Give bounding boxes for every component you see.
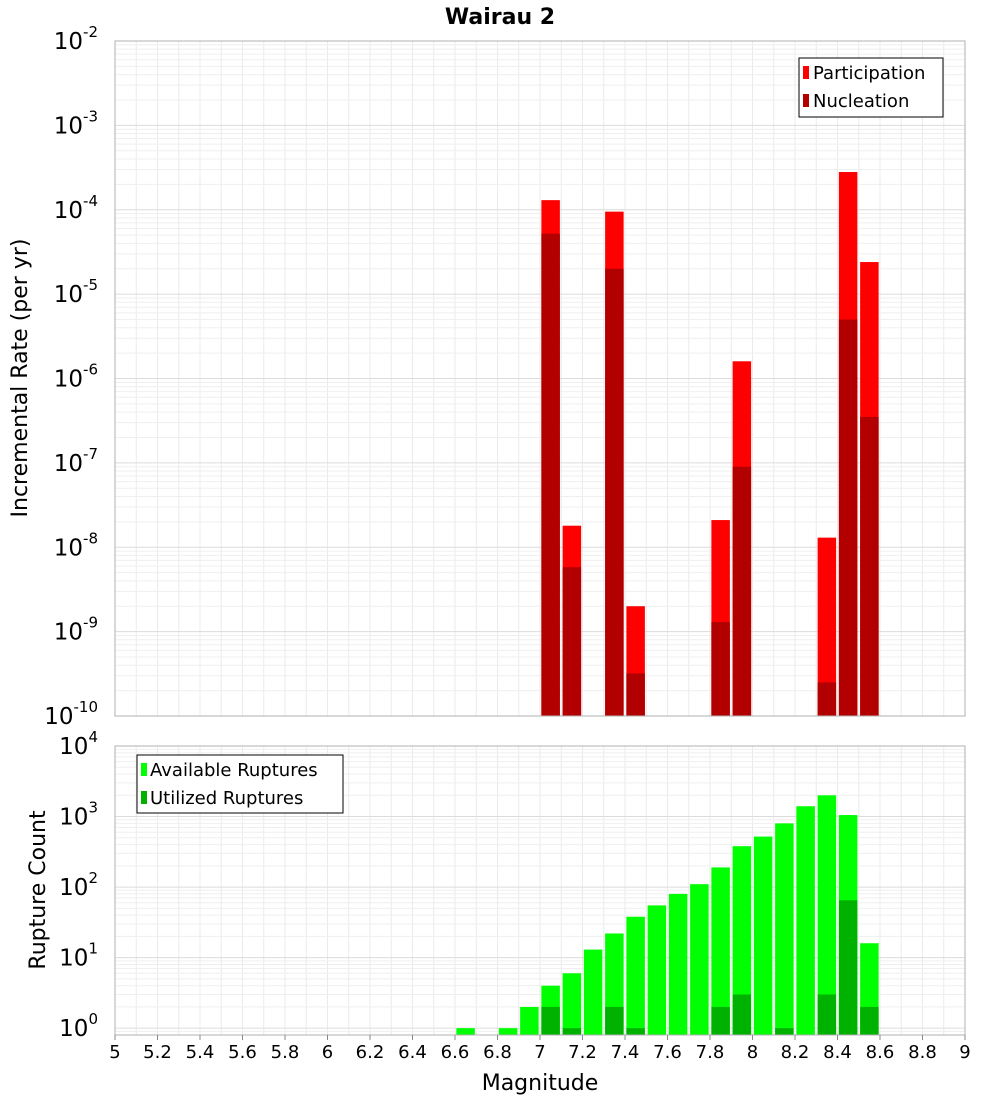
x-tick-label: 6.6	[441, 1042, 470, 1063]
top-y-tick-label: 10-3	[54, 107, 98, 139]
x-tick-label: 8.4	[823, 1042, 852, 1063]
bottom-x-ticks: 5 5.2 5.4 5.6 5.8 6 6.2 6.4 6.6 6.8 7 7.2 7.4 7.6 7.8 8…	[109, 1035, 971, 1063]
bar-utilized-ruptures	[541, 1006, 560, 1035]
top-y-tick-label: 10-2	[54, 23, 98, 55]
bar-available-ruptures	[775, 823, 794, 1035]
bottom-y-tick-label: 100	[59, 1010, 98, 1042]
bar-utilized-ruptures	[732, 994, 752, 1035]
bottom-legend-box	[136, 754, 344, 814]
bottom-y-tick-label: 102	[59, 869, 98, 901]
legend-swatch-participation	[803, 66, 809, 79]
x-tick-label: 6.2	[356, 1042, 385, 1063]
bottom-y-ticks: 104 103 102 101 100	[59, 728, 98, 1042]
bar-utilized-ruptures	[605, 1006, 624, 1035]
legend-label-participation: Participation	[813, 63, 925, 84]
bottom-legend: Available Ruptures Utilized Ruptures	[136, 754, 344, 814]
x-tick-label: 6	[322, 1042, 333, 1063]
bottom-y-tick-label: 103	[59, 799, 98, 831]
bar-available-ruptures	[690, 884, 709, 1035]
x-tick-label: 7.8	[696, 1042, 725, 1063]
legend-label-nucleation: Nucleation	[813, 91, 909, 112]
top-bars	[541, 172, 879, 716]
top-y-ticks: 10-2 10-3 10-4 10-5 10-6 10-7 10-8 10-9 10-10	[44, 23, 98, 730]
x-tick-label: 6.8	[483, 1042, 512, 1063]
top-y-tick-label: 10-10	[44, 698, 98, 730]
legend-swatch-available	[141, 763, 147, 776]
x-tick-label: 8	[747, 1042, 758, 1063]
x-tick-label: 9	[959, 1042, 970, 1063]
bar-nucleation	[562, 567, 582, 716]
bar-available-ruptures	[711, 867, 730, 1035]
bottom-y-tick-label: 104	[59, 728, 98, 760]
top-plot-border	[114, 40, 966, 717]
top-y-tick-label: 10-4	[54, 192, 98, 224]
x-tick-label: 7	[534, 1042, 545, 1063]
top-legend: Participation Nucleation	[798, 57, 944, 118]
top-gridlines	[114, 41, 966, 717]
bar-available-ruptures	[817, 795, 837, 1035]
bar-available-ruptures	[583, 949, 603, 1035]
top-y-axis-label: Incremental Rate (per yr)	[8, 239, 33, 518]
chart-title: Wairau 2	[445, 5, 555, 30]
bottom-bars	[456, 795, 879, 1035]
bottom-panel: 104 103 102 101 100 5 5.2 5.4 5.6 5.8 6 6.2 6.4 6.6 6…	[26, 728, 971, 1096]
x-tick-label: 8.8	[908, 1042, 937, 1063]
bar-nucleation	[711, 622, 730, 716]
x-tick-label: 7.2	[568, 1042, 597, 1063]
x-tick-label: 8.2	[781, 1042, 810, 1063]
legend-swatch-utilized	[141, 791, 147, 804]
bar-available-ruptures	[498, 1028, 518, 1035]
x-tick-label: 7.6	[653, 1042, 682, 1063]
x-axis-label: Magnitude	[482, 1071, 599, 1096]
bar-utilized-ruptures	[711, 1006, 730, 1035]
bar-available-ruptures	[456, 1028, 475, 1035]
top-y-tick-label: 10-7	[54, 445, 98, 477]
bar-nucleation	[732, 466, 752, 716]
top-y-tick-label: 10-8	[54, 529, 98, 561]
bar-utilized-ruptures	[562, 1028, 582, 1035]
bar-available-ruptures	[753, 836, 773, 1035]
bar-available-ruptures	[732, 846, 752, 1035]
bar-available-ruptures	[668, 893, 688, 1035]
bar-utilized-ruptures	[775, 1028, 794, 1035]
top-legend-box	[798, 57, 944, 118]
bar-participation	[817, 537, 837, 716]
legend-label-available: Available Ruptures	[150, 760, 318, 781]
bar-utilized-ruptures	[838, 900, 858, 1035]
legend-swatch-nucleation	[803, 94, 809, 107]
x-tick-label: 6.4	[398, 1042, 427, 1063]
x-tick-label: 5.2	[143, 1042, 172, 1063]
top-y-tick-label: 10-9	[54, 614, 98, 646]
bottom-y-axis-label: Rupture Count	[26, 810, 51, 970]
bar-nucleation	[626, 673, 645, 716]
bar-utilized-ruptures	[817, 994, 837, 1035]
bar-nucleation	[817, 682, 837, 716]
x-tick-label: 8.6	[866, 1042, 895, 1063]
bar-nucleation	[838, 319, 858, 716]
x-tick-label: 7.4	[611, 1042, 640, 1063]
top-y-tick-label: 10-6	[54, 361, 98, 393]
bar-nucleation	[860, 416, 879, 716]
top-y-tick-label: 10-5	[54, 276, 98, 308]
bar-available-ruptures	[520, 1006, 539, 1035]
top-panel: 10-2 10-3 10-4 10-5 10-6 10-7 10-8 10-9 10-10 In…	[8, 23, 966, 730]
x-tick-label: 5.4	[186, 1042, 215, 1063]
bottom-y-tick-label: 101	[59, 940, 98, 972]
x-tick-label: 5.6	[228, 1042, 257, 1063]
bar-available-ruptures	[562, 973, 582, 1035]
bar-nucleation	[605, 268, 624, 716]
bar-utilized-ruptures	[626, 1028, 645, 1035]
bar-available-ruptures	[796, 806, 815, 1035]
bar-available-ruptures	[647, 905, 667, 1035]
x-tick-label: 5	[109, 1042, 120, 1063]
x-tick-label: 5.8	[271, 1042, 300, 1063]
legend-label-utilized: Utilized Ruptures	[150, 788, 303, 809]
bar-nucleation	[541, 233, 560, 716]
bar-utilized-ruptures	[860, 1006, 879, 1035]
bar-available-ruptures	[626, 916, 645, 1035]
